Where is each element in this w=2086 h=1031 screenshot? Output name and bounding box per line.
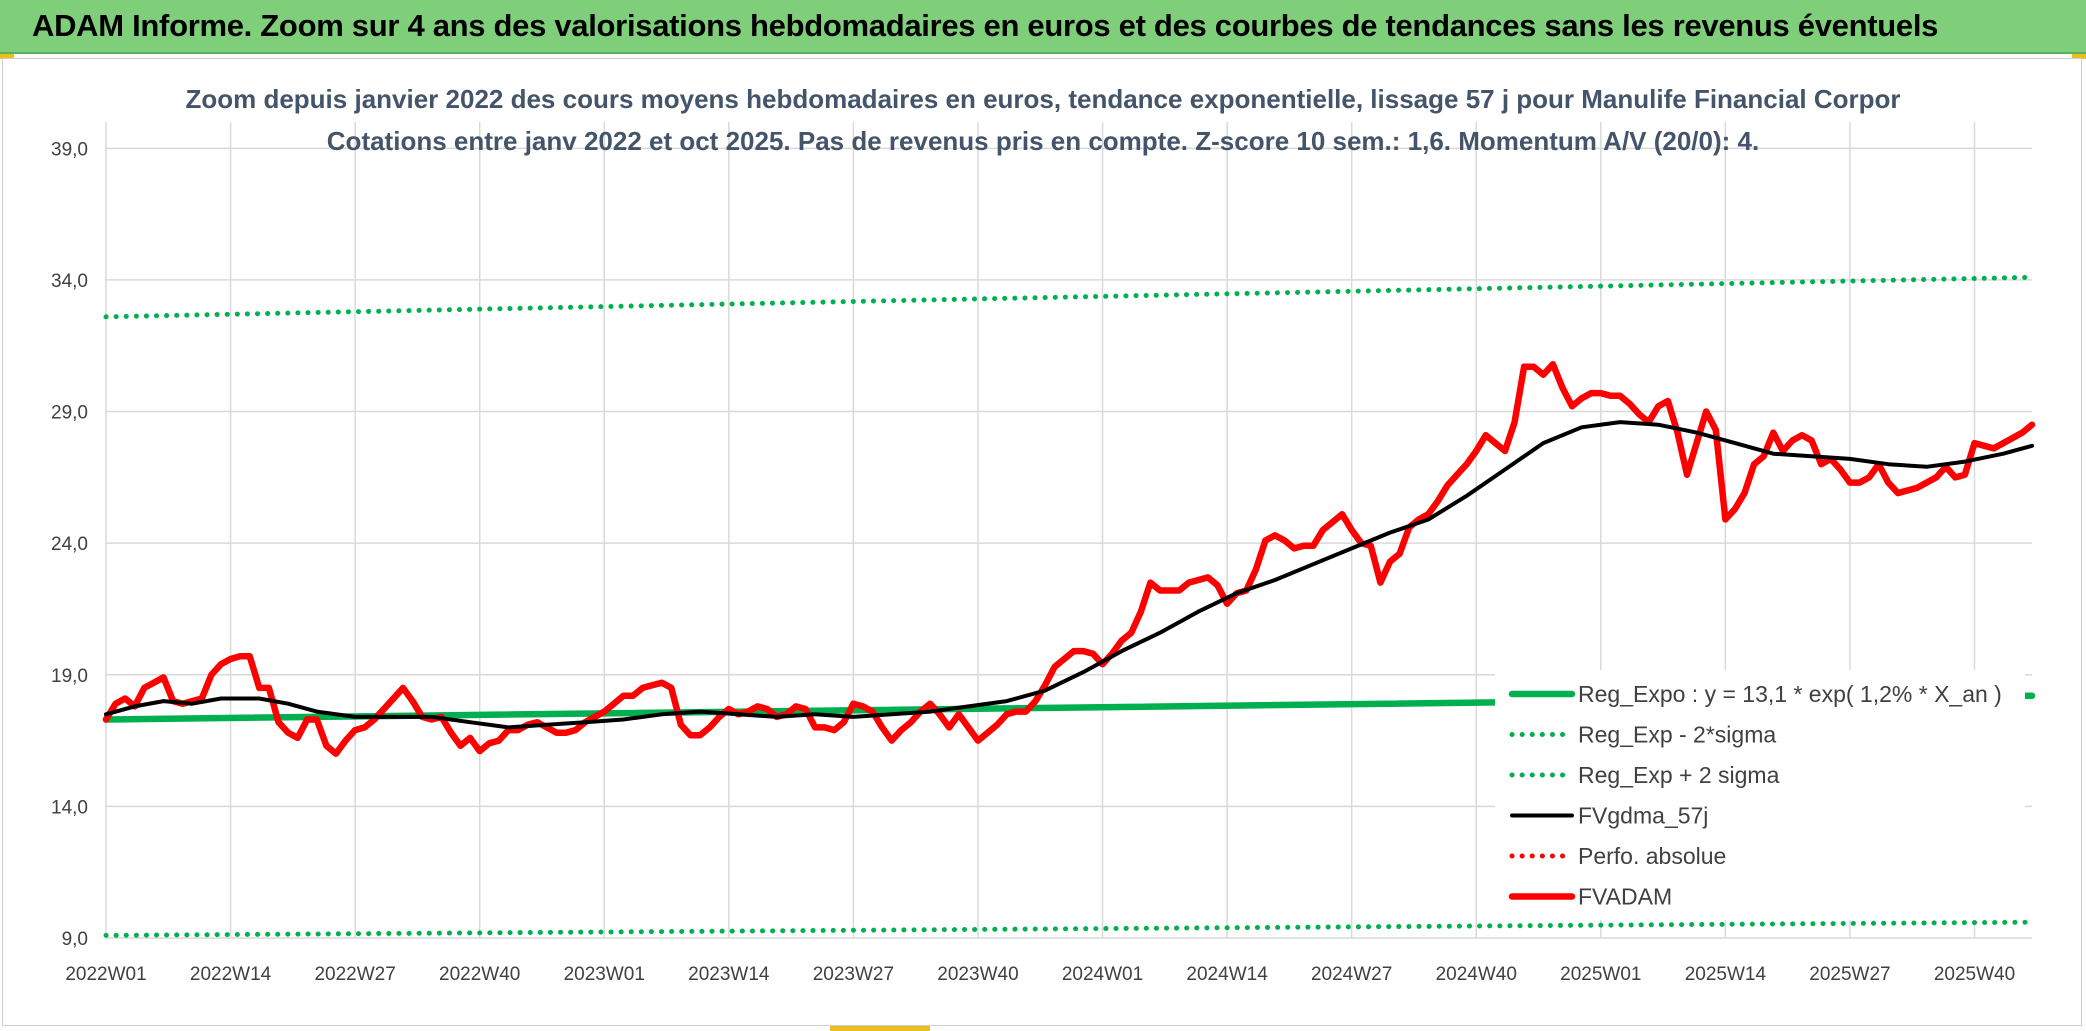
report-banner: ADAM Informe. Zoom sur 4 ans des valoris…: [0, 0, 2086, 54]
legend-background: [1495, 670, 2025, 920]
legend-entry[interactable]: Reg_Exp - 2*sigma: [1578, 722, 1776, 748]
x-tick-label: 2023W01: [564, 964, 645, 985]
x-tick-label: 2022W40: [439, 964, 520, 985]
series-line-2: [103, 274, 2035, 320]
series-line-1: [103, 919, 2035, 938]
y-tick-label: 29,0: [51, 403, 88, 424]
legend-entry[interactable]: FVgdma_57j: [1578, 803, 1708, 829]
legend-entry[interactable]: Reg_Exp + 2 sigma: [1578, 762, 1780, 788]
x-tick-label: 2022W27: [314, 964, 395, 985]
x-tick-label: 2023W40: [937, 964, 1018, 985]
x-tick-label: 2023W14: [688, 964, 770, 985]
x-tick-label: 2024W27: [1311, 964, 1392, 985]
x-tick-label: 2023W27: [813, 964, 894, 985]
x-tick-label: 2025W27: [1809, 964, 1890, 985]
x-tick-label: 2024W01: [1062, 964, 1143, 985]
y-tick-label: 19,0: [51, 666, 88, 687]
x-tick-label: 2024W40: [1436, 964, 1517, 985]
y-tick-label: 34,0: [51, 271, 88, 292]
x-tick-label: 2025W40: [1934, 964, 2015, 985]
corner-accent-right: [2072, 54, 2086, 59]
legend-entry[interactable]: Perfo. absolue: [1578, 843, 1726, 869]
series-line-3: [104, 420, 2034, 730]
x-tick-label: 2025W01: [1560, 964, 1641, 985]
y-tick-label: 14,0: [51, 797, 88, 818]
chart-frame: [2, 58, 2082, 1026]
report-title: ADAM Informe. Zoom sur 4 ans des valoris…: [32, 8, 1939, 43]
x-tick-label: 2022W01: [65, 964, 146, 985]
x-axis: 2022W01 2022W14 2022W27 2022W40 2023W01 2023W…: [65, 964, 2015, 985]
y-axis: 39,0 34,0 29,0 24,0 19,0 14,0 9,0: [51, 139, 88, 950]
x-tick-label: 2025W14: [1685, 964, 1767, 985]
y-tick-label: 9,0: [62, 929, 88, 950]
x-tick-label: 2024W14: [1186, 964, 1268, 985]
legend-entry[interactable]: Reg_Expo : y = 13,1 * exp( 1,2% * X_an ): [1578, 681, 2002, 707]
y-tick-label: 24,0: [51, 534, 88, 555]
legend-entry[interactable]: FVADAM: [1578, 884, 1672, 910]
y-tick-label: 39,0: [51, 139, 88, 160]
bottom-accent: [830, 1026, 930, 1031]
chart-title: Zoom depuis janvier 2022 des cours moyen…: [185, 84, 1900, 114]
legend[interactable]: Reg_Expo : y = 13,1 * exp( 1,2% * X_an )…: [1508, 681, 2002, 910]
chart-subtitle: Cotations entre janv 2022 et oct 2025. P…: [327, 126, 1759, 156]
x-tick-label: 2022W14: [190, 964, 272, 985]
corner-accent-left: [0, 54, 14, 59]
